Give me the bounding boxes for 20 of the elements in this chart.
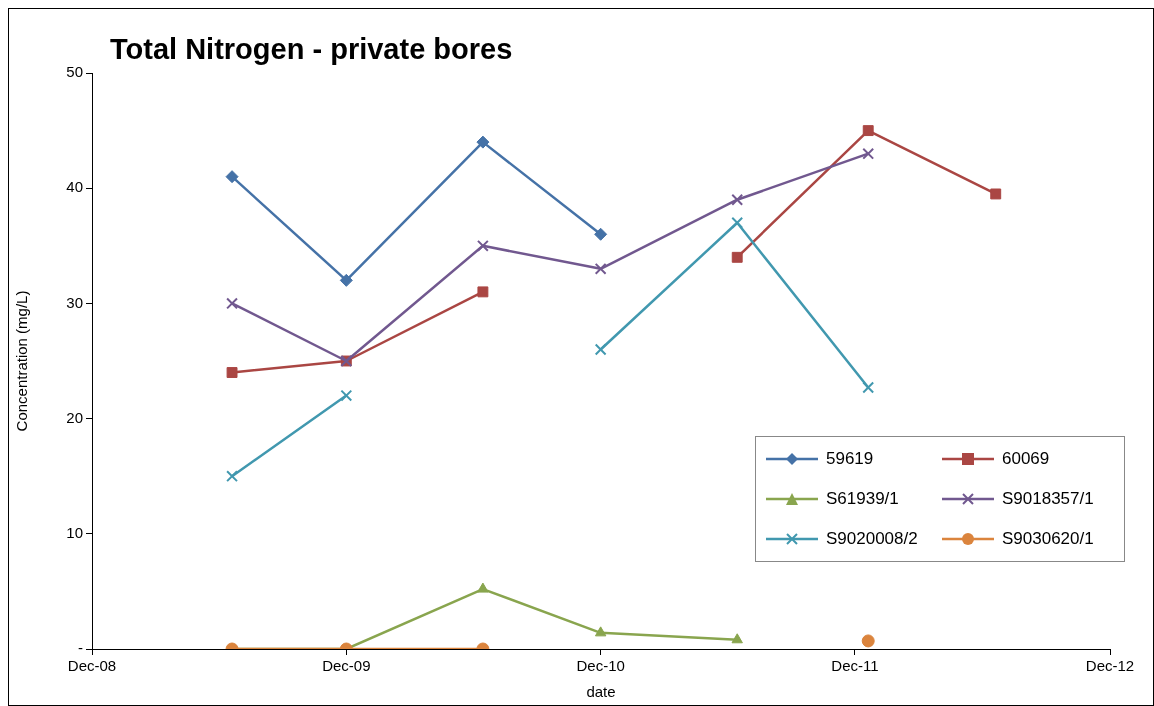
y-tick-label: 20 [66, 408, 83, 426]
x-tick-label: Dec-12 [1085, 657, 1135, 675]
x-tick-label: Dec-08 [67, 657, 117, 675]
y-tick-label: - [78, 639, 83, 657]
chart-title: Total Nitrogen - private bores [110, 33, 513, 66]
legend-label: 59619 [826, 449, 874, 469]
x-axis-title: date [586, 683, 616, 701]
x-tick-label: Dec-10 [576, 657, 625, 675]
x-tick-label: Dec-09 [322, 657, 371, 675]
x-tick-label: Dec-11 [831, 657, 879, 675]
y-tick-label: 50 [66, 63, 83, 81]
y-tick-label: 40 [66, 178, 83, 196]
y-tick-label: 10 [66, 523, 83, 541]
legend-label: 60069 [1002, 449, 1050, 469]
legend-label: S9018357/1 [1002, 489, 1094, 509]
legend-label: S61939/1 [826, 489, 899, 509]
y-tick-label: 30 [66, 293, 83, 311]
legend-label: S9030620/1 [1002, 529, 1094, 549]
legend-label: S9020008/2 [826, 529, 918, 549]
y-axis-title: Concentration (mg/L) [13, 290, 31, 432]
